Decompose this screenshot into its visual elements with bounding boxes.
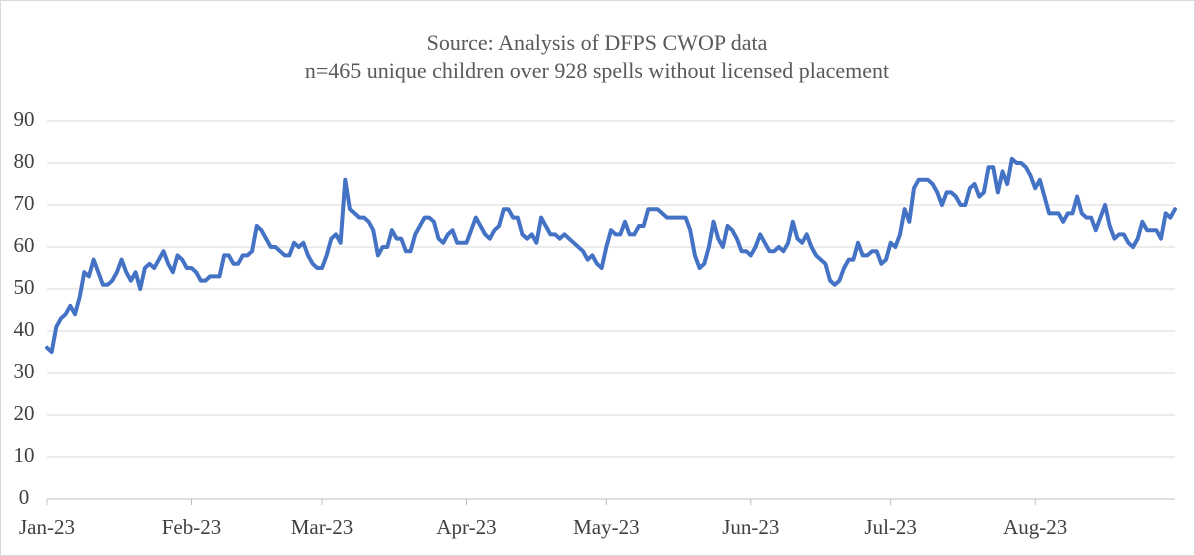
y-tick-label: 30 [14,359,35,383]
y-tick-label: 0 [19,485,30,509]
chart-title: Source: Analysis of DFPS CWOP data [427,30,768,55]
y-tick-label: 50 [14,275,35,299]
y-tick-label: 60 [14,233,35,257]
data-line [45,156,1177,354]
x-tick-label: May-23 [573,515,640,539]
y-tick-label: 20 [14,401,35,425]
x-tick-label: Apr-23 [436,515,496,539]
chart-subtitle: n=465 unique children over 928 spells wi… [305,58,889,83]
x-tick-label: Aug-23 [1003,515,1067,539]
x-tick-label: Jul-23 [864,515,917,539]
y-tick-label: 10 [14,443,35,467]
y-tick-label: 90 [14,107,35,131]
x-tick-label: Jun-23 [722,515,779,539]
y-tick-label: 70 [14,191,35,215]
y-tick-label: 80 [14,149,35,173]
y-tick-label: 40 [14,317,35,341]
x-tick-label: Feb-23 [162,515,222,539]
x-tick-label: Jan-23 [19,515,75,539]
x-tick-label: Mar-23 [291,515,354,539]
